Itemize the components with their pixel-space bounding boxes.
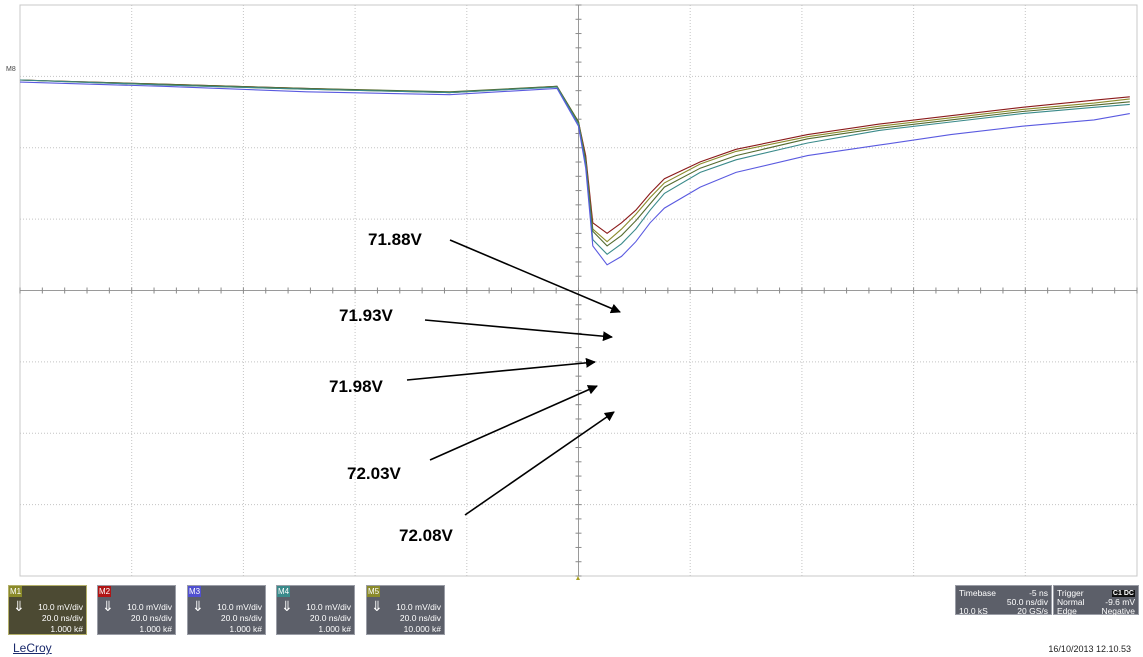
down-arrow-icon: ⇓ xyxy=(102,598,114,614)
time-per-div: 20.0 ns/div xyxy=(130,613,172,623)
trigger-source: C1 xyxy=(1111,590,1123,597)
channel-tag: M4 xyxy=(277,586,290,597)
timestamp: 16/10/2013 12.10.53 xyxy=(1048,644,1131,654)
waveform-trace xyxy=(19,79,1130,247)
trigger-slope: Negative xyxy=(1101,606,1135,616)
annotation-label: 71.88V xyxy=(368,230,422,249)
brand-logo: LeCroy xyxy=(13,641,52,655)
channel-tag: M3 xyxy=(188,586,201,597)
time-per-div: 20.0 ns/div xyxy=(41,613,83,623)
annotation-arrows xyxy=(406,239,621,516)
sweep-count: 10.000 k# xyxy=(403,624,441,634)
sweep-count: 1.000 k# xyxy=(229,624,262,634)
trigger-source-badge: C1 DC xyxy=(1111,587,1135,599)
math-channel-m3[interactable]: M3 ⇓ 10.0 mV/div 20.0 ns/div 1.000 k# xyxy=(187,585,266,635)
annotation-arrow xyxy=(406,357,596,381)
math-channel-m1[interactable]: M1 ⇓ 10.0 mV/div 20.0 ns/div 1.000 k# xyxy=(8,585,87,635)
sweep-count: 1.000 k# xyxy=(139,624,172,634)
annotation-arrow xyxy=(464,411,615,516)
down-arrow-icon: ⇓ xyxy=(192,598,204,614)
trigger-position-marker xyxy=(576,576,580,580)
math-channel-m2[interactable]: M2 ⇓ 10.0 mV/div 20.0 ns/div 1.000 k# xyxy=(97,585,176,635)
time-per-div: 20.0 ns/div xyxy=(220,613,262,623)
annotation-arrow xyxy=(449,239,621,314)
volts-per-div: 10.0 mV/div xyxy=(306,602,351,612)
sweep-count: 1.000 k# xyxy=(50,624,83,634)
waveform-trace xyxy=(19,81,1130,266)
timebase-tdiv: 50.0 ns/div xyxy=(1006,597,1048,607)
oscilloscope-display xyxy=(19,4,1138,580)
timebase-label: Timebase xyxy=(959,588,997,598)
trigger-label: Trigger xyxy=(1057,588,1084,598)
waveform-traces xyxy=(19,79,1130,266)
down-arrow-icon: ⇓ xyxy=(13,598,25,614)
time-per-div: 20.0 ns/div xyxy=(399,613,441,623)
channel-tag: M1 xyxy=(9,586,22,597)
sweep-count: 1.000 k# xyxy=(318,624,351,634)
down-arrow-icon: ⇓ xyxy=(281,598,293,614)
trigger-panel[interactable]: Trigger C1 DC Normal -9.6 mV Edge Negativ… xyxy=(1053,585,1139,616)
trigger-coupling: DC xyxy=(1122,590,1135,597)
trigger-level: -9.6 mV xyxy=(1105,597,1135,607)
marker-label: M8 xyxy=(6,66,16,73)
grid xyxy=(19,4,1138,577)
annotation-label: 71.98V xyxy=(329,377,383,396)
timebase-samples: 10.0 kS xyxy=(959,606,988,616)
time-per-div: 20.0 ns/div xyxy=(309,613,351,623)
volts-per-div: 10.0 mV/div xyxy=(127,602,172,612)
waveform-trace xyxy=(19,79,1130,243)
waveform-trace xyxy=(19,79,1130,256)
math-channel-m5[interactable]: M5 ⇓ 10.0 mV/div 20.0 ns/div 10.000 k# xyxy=(366,585,445,635)
channel-tag: M2 xyxy=(98,586,111,597)
annotation-arrow xyxy=(429,385,598,461)
annotation-label: 72.08V xyxy=(399,526,453,545)
math-channel-m4[interactable]: M4 ⇓ 10.0 mV/div 20.0 ns/div 1.000 k# xyxy=(276,585,355,635)
down-arrow-icon: ⇓ xyxy=(371,598,383,614)
timebase-panel[interactable]: Timebase -5 ns 50.0 ns/div 10.0 kS 20 GS… xyxy=(955,585,1052,616)
trigger-mode: Normal xyxy=(1057,597,1085,607)
volts-per-div: 10.0 mV/div xyxy=(38,602,83,612)
waveform-trace xyxy=(19,79,1130,234)
volts-per-div: 10.0 mV/div xyxy=(396,602,441,612)
timebase-offset: -5 ns xyxy=(1029,588,1048,598)
volts-per-div: 10.0 mV/div xyxy=(217,602,262,612)
annotation-arrow xyxy=(424,319,613,342)
trigger-type: Edge xyxy=(1057,606,1077,616)
timebase-rate: 20 GS/s xyxy=(1017,606,1048,616)
channel-tag: M5 xyxy=(367,586,380,597)
annotation-label: 72.03V xyxy=(347,464,401,483)
annotation-label: 71.93V xyxy=(339,306,393,325)
